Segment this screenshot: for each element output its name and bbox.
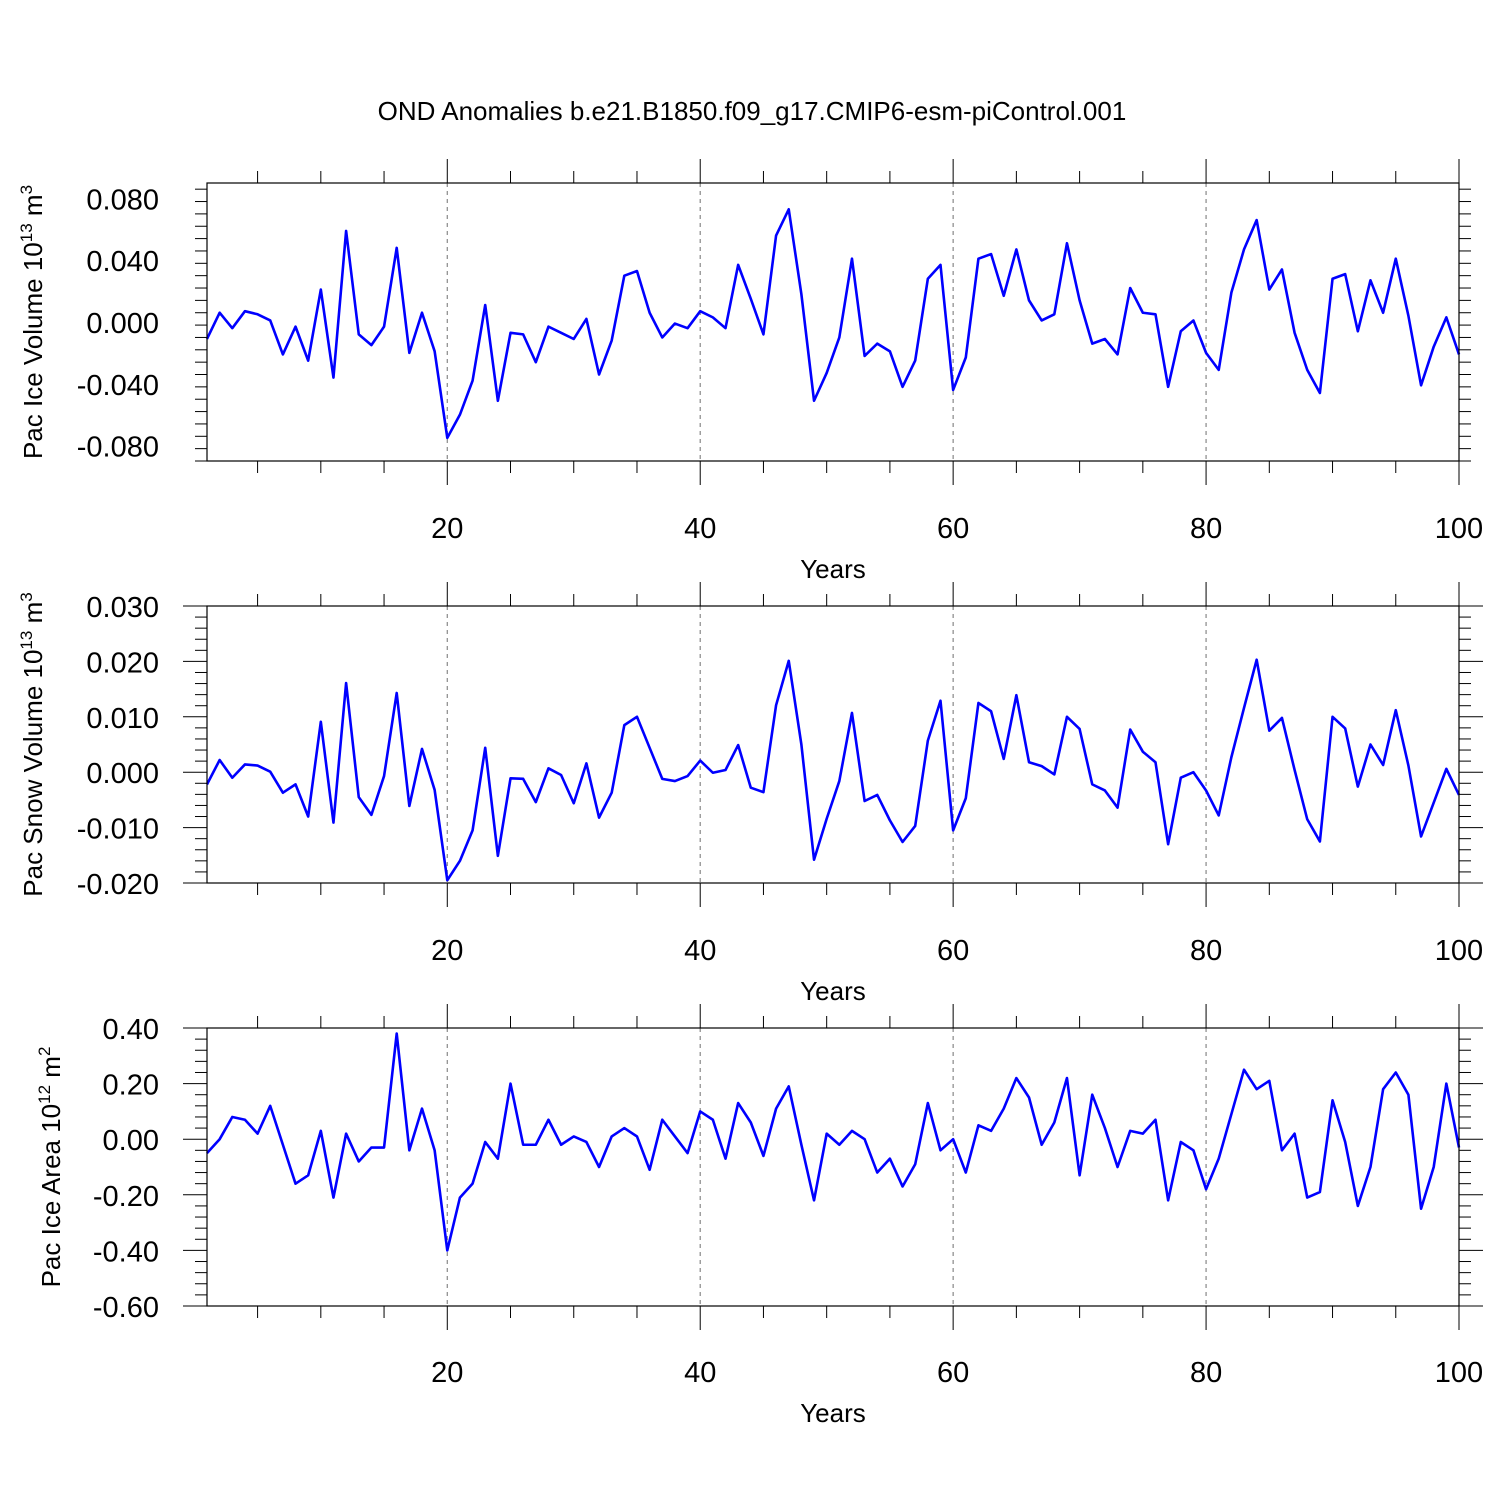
y-tick-label: 0.010: [86, 703, 159, 735]
x-tick-label: 60: [937, 1357, 969, 1389]
x-axis-label: Years: [800, 554, 866, 584]
y-tick-label: 0.040: [86, 246, 159, 278]
y-tick-label: 0.40: [103, 1014, 159, 1046]
panel-3: -0.60 -0.40 -0.20 0.00 0.20 0.40 20 40 60 80 100 Ye…: [35, 1004, 1483, 1428]
x-tick-label: 20: [431, 513, 463, 545]
y-axis-label: Pac Ice Area 1012 m2: [35, 1047, 66, 1288]
y-tick-label: -0.020: [77, 869, 159, 901]
y-tick-label: 0.080: [86, 184, 159, 216]
x-tick-label: 100: [1435, 513, 1483, 545]
chart-title: OND Anomalies b.e21.B1850.f09_g17.CMIP6-…: [378, 96, 1127, 126]
y-tick-label: 0.000: [86, 758, 159, 790]
panels: -0.080 -0.040 0.000 0.040 0.080 20 40 60 80 100 Ye…: [17, 159, 1483, 1428]
x-tick-label: 80: [1190, 1357, 1222, 1389]
y-tick-label: -0.040: [77, 370, 159, 402]
y-tick-label: -0.20: [93, 1181, 159, 1213]
plot-frame: [206, 182, 1460, 462]
panel-1: -0.080 -0.040 0.000 0.040 0.080 20 40 60 80 100 Ye…: [17, 159, 1483, 584]
series-line: [205, 207, 1461, 440]
x-tick-label: 100: [1435, 935, 1483, 967]
y-tick-label: 0.20: [103, 1070, 159, 1102]
x-tick-label: 80: [1190, 935, 1222, 967]
x-axis-label: Years: [800, 976, 866, 1006]
x-tick-label: 40: [684, 935, 716, 967]
x-axis-label: Years: [800, 1398, 866, 1428]
y-tick-label: 0.000: [86, 308, 159, 340]
panel-2: -0.020 -0.010 0.000 0.010 0.020 0.030 20 40 60 80…: [17, 582, 1483, 1006]
y-axis-label: Pac Ice Volume 1013 m3: [17, 185, 48, 459]
x-tick-label: 100: [1435, 1357, 1483, 1389]
x-tick-label: 60: [937, 513, 969, 545]
x-tick-label: 60: [937, 935, 969, 967]
y-tick-label: -0.40: [93, 1236, 159, 1268]
plot-frame: [206, 605, 1460, 884]
y-tick-label: -0.080: [77, 432, 159, 464]
x-tick-label: 40: [684, 513, 716, 545]
x-tick-label: 80: [1190, 513, 1222, 545]
y-tick-label: 0.020: [86, 647, 159, 679]
x-tick-label: 20: [431, 935, 463, 967]
y-tick-label: 0.030: [86, 592, 159, 624]
y-tick-label: -0.010: [77, 814, 159, 846]
y-tick-label: -0.60: [93, 1292, 159, 1324]
series-line: [205, 658, 1461, 882]
x-tick-label: 20: [431, 1357, 463, 1389]
plot-frame: [206, 1027, 1460, 1307]
y-axis-label: Pac Snow Volume 1013 m3: [17, 592, 48, 896]
y-tick-label: 0.00: [103, 1125, 159, 1157]
series-line: [206, 1032, 1461, 1252]
x-tick-label: 40: [684, 1357, 716, 1389]
